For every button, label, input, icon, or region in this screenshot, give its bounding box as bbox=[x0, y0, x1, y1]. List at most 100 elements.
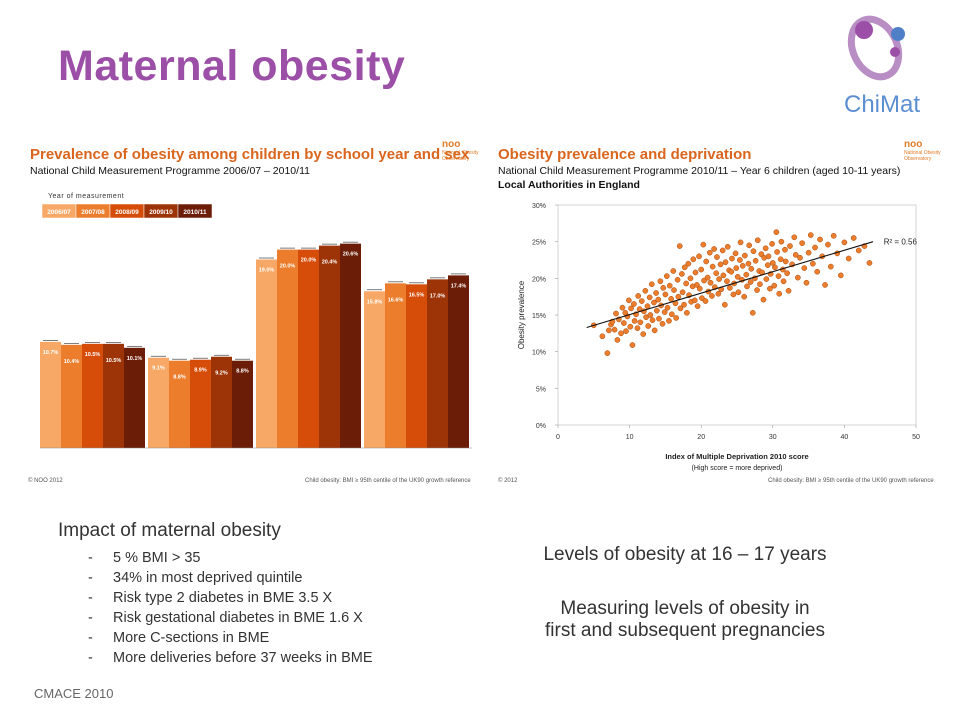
bar bbox=[319, 245, 340, 448]
scatter-point bbox=[618, 330, 624, 337]
note-measuring-line1: Measuring levels of obesity in bbox=[560, 598, 810, 619]
scatter-point bbox=[866, 260, 873, 266]
bar-data-label: 8.8% bbox=[236, 369, 249, 375]
scatter-point bbox=[691, 297, 698, 304]
scatter-point bbox=[850, 235, 857, 241]
impact-item: Risk type 2 diabetes in BME 3.5 X bbox=[88, 588, 373, 608]
scatter-point bbox=[642, 287, 649, 294]
scatter-point bbox=[599, 333, 606, 340]
scatter-point bbox=[715, 290, 722, 297]
scatter-point bbox=[767, 285, 773, 292]
scatter-point bbox=[733, 265, 740, 271]
scatter-point bbox=[765, 253, 772, 260]
scatter-point bbox=[757, 281, 763, 288]
legend-label: 2009/10 bbox=[149, 209, 173, 216]
scatter-point bbox=[739, 263, 746, 269]
scatter-point bbox=[660, 285, 667, 291]
scatter-point bbox=[670, 268, 677, 274]
scatter-point bbox=[653, 290, 659, 296]
bar-data-label: 9.2% bbox=[215, 371, 228, 377]
scatter-point bbox=[687, 275, 694, 282]
bar bbox=[148, 357, 169, 448]
note-measuring-line2: first and subsequent pregnancies bbox=[545, 620, 825, 641]
scatter-point bbox=[772, 264, 778, 271]
scatter-point bbox=[666, 318, 672, 324]
scatter-point bbox=[703, 258, 710, 265]
legend-title: Year of measurement bbox=[48, 193, 124, 200]
page-title: Maternal obesity bbox=[58, 42, 406, 90]
impact-item: 5 % BMI > 35 bbox=[88, 548, 373, 568]
bar-data-label: 10.5% bbox=[85, 352, 101, 358]
impact-list: 5 % BMI > 35 34% in most deprived quinti… bbox=[58, 548, 373, 668]
legend-swatch bbox=[177, 203, 213, 219]
scatter-point bbox=[696, 285, 703, 292]
scatter-point bbox=[747, 279, 754, 285]
scatter-point bbox=[709, 263, 716, 270]
bar bbox=[298, 249, 319, 448]
bar-data-label: 15.8% bbox=[367, 299, 383, 305]
scatter-point bbox=[657, 278, 664, 285]
scatter-point bbox=[631, 301, 637, 307]
scatter-point bbox=[644, 303, 651, 310]
scatter-point bbox=[748, 265, 755, 272]
scatter-point bbox=[656, 315, 662, 322]
scatter-point bbox=[787, 243, 793, 249]
scatter-point bbox=[651, 327, 658, 334]
r-squared-label: R² = 0.56 bbox=[884, 238, 918, 247]
scatter-point bbox=[728, 268, 735, 275]
scatter-point bbox=[735, 289, 742, 296]
scatter-point bbox=[724, 278, 730, 285]
scatter-point bbox=[760, 296, 767, 303]
left-noo-logo: noo National Obesity Observatory bbox=[442, 140, 479, 163]
y-tick-label: 15% bbox=[532, 313, 546, 320]
right-copyright: © 2012 bbox=[498, 478, 518, 484]
bar-data-label: 10.5% bbox=[106, 358, 122, 364]
bar bbox=[40, 341, 61, 448]
scatter-point bbox=[671, 287, 677, 293]
scatter-point bbox=[754, 287, 760, 293]
noo-logo-sub2: Observatory bbox=[442, 156, 470, 162]
scatter-point bbox=[743, 271, 750, 278]
bar-data-label: 8.8% bbox=[173, 375, 186, 381]
scatter-point bbox=[631, 318, 638, 324]
scatter-point bbox=[690, 256, 697, 263]
y-tick-label: 10% bbox=[532, 350, 546, 357]
note-levels: Levels of obesity at 16 – 17 years bbox=[543, 544, 827, 565]
scatter-point bbox=[628, 305, 634, 312]
scatter-point bbox=[841, 239, 848, 246]
bar-data-label: 20.6% bbox=[343, 252, 359, 258]
scatter-point bbox=[663, 273, 670, 279]
scatter-point bbox=[764, 262, 771, 268]
scatter-point bbox=[732, 250, 739, 257]
right-noo-logo: noo National Obesity Observatory bbox=[904, 140, 941, 163]
scatter-point bbox=[773, 229, 780, 235]
scatter-point bbox=[780, 278, 787, 285]
scatter-point bbox=[661, 309, 668, 315]
left-copyright: © NOO 2012 bbox=[28, 478, 63, 484]
legend-label: 2008/09 bbox=[115, 209, 139, 216]
scatter-point bbox=[675, 293, 682, 300]
scatter-chart: 0% 5% 10% 15% 20% 25% 30% 0 10 20 30 40 50 Obesity pr… bbox=[517, 203, 920, 472]
right-chart-title: Obesity prevalence and deprivation bbox=[498, 146, 752, 163]
scatter-point bbox=[684, 309, 690, 316]
scatter-point bbox=[776, 290, 783, 297]
scatter-point bbox=[782, 258, 789, 265]
bar bbox=[385, 283, 406, 448]
bar bbox=[448, 275, 469, 448]
scatter-point bbox=[640, 331, 647, 337]
scatter-point bbox=[744, 283, 750, 290]
scatter-point bbox=[664, 304, 671, 311]
logo-head-large bbox=[855, 21, 873, 39]
bar bbox=[427, 279, 448, 448]
scatter-point bbox=[646, 294, 653, 301]
bar-data-label: 9.1% bbox=[152, 366, 165, 372]
scatter-point bbox=[750, 248, 757, 255]
bar bbox=[82, 343, 103, 448]
scatter-point bbox=[676, 243, 683, 249]
bar-data-label: 17.0% bbox=[430, 293, 446, 299]
x-axis-sublabel: (High score = more deprived) bbox=[692, 465, 783, 472]
scatter-point bbox=[754, 237, 761, 244]
scatter-point bbox=[734, 274, 741, 280]
scatter-point bbox=[651, 299, 657, 306]
scatter-point bbox=[729, 255, 735, 262]
